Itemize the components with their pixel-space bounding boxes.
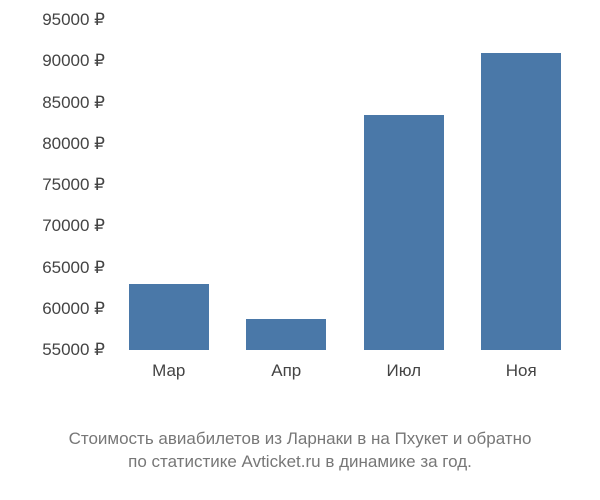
bar xyxy=(129,284,209,350)
x-tick-label: Июл xyxy=(386,361,421,381)
y-tick-label: 90000 ₽ xyxy=(0,51,105,71)
y-tick-label: 75000 ₽ xyxy=(0,175,105,195)
chart-caption: Стоимость авиабилетов из Ларнаки в на Пх… xyxy=(0,428,600,474)
plot-area xyxy=(110,20,580,350)
x-tick-label: Апр xyxy=(271,361,301,381)
y-tick-label: 55000 ₽ xyxy=(0,340,105,360)
price-bar-chart: 55000 ₽ 60000 ₽ 65000 ₽ 70000 ₽ 75000 ₽ 80000… xyxy=(0,0,600,420)
y-tick-label: 85000 ₽ xyxy=(0,93,105,113)
y-tick-label: 60000 ₽ xyxy=(0,299,105,319)
bar xyxy=(246,319,326,350)
bar xyxy=(481,53,561,350)
y-tick-label: 70000 ₽ xyxy=(0,216,105,236)
x-axis: Мар Апр Июл Ноя xyxy=(110,355,580,385)
x-tick-label: Мар xyxy=(152,361,185,381)
y-axis: 55000 ₽60000 ₽65000 ₽70000 ₽75000 ₽80000… xyxy=(0,20,105,350)
caption-line-1: Стоимость авиабилетов из Ларнаки в на Пх… xyxy=(69,429,532,448)
caption-line-2: по статистике Avticket.ru в динамике за … xyxy=(128,452,472,471)
y-tick-label: 95000 ₽ xyxy=(0,10,105,30)
bar xyxy=(364,115,444,350)
y-tick-label: 65000 ₽ xyxy=(0,258,105,278)
x-tick-label: Ноя xyxy=(506,361,537,381)
y-tick-label: 80000 ₽ xyxy=(0,134,105,154)
